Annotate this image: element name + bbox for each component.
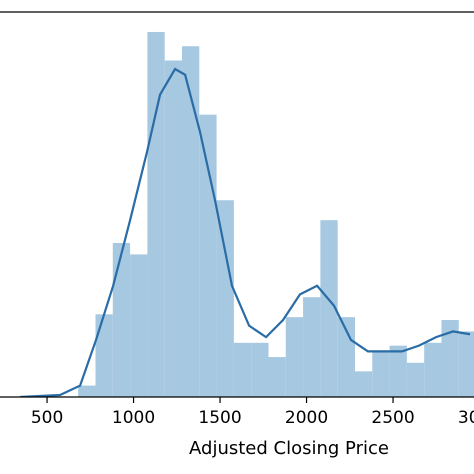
bar: [389, 345, 407, 397]
bar: [303, 297, 321, 397]
x-axis-label: Adjusted Closing Price: [189, 438, 389, 459]
bar: [130, 254, 148, 397]
bar: [199, 114, 217, 397]
bar: [147, 31, 165, 397]
bar: [320, 220, 338, 397]
bar: [406, 362, 425, 397]
bar: [112, 243, 131, 397]
x-tick-label: 1500: [198, 408, 241, 428]
x-tick-label: 2500: [371, 408, 414, 428]
bar: [78, 385, 96, 397]
bar: [424, 342, 442, 397]
x-tick-label: 2000: [285, 408, 328, 428]
x-tick-label: 500: [31, 408, 63, 428]
bar: [458, 331, 474, 397]
x-tick-label: 1000: [112, 408, 155, 428]
bar: [268, 357, 286, 397]
bar: [164, 60, 182, 397]
bar: [95, 314, 113, 397]
kde-line: [20, 67, 471, 397]
bar: [372, 351, 390, 397]
bar: [251, 342, 269, 397]
bar: [233, 342, 252, 397]
bar: [216, 200, 234, 397]
x-tick-label: 3000: [458, 408, 474, 428]
plot-area: [20, 31, 474, 397]
bar: [285, 317, 304, 397]
bar: [441, 320, 459, 397]
bar: [181, 46, 200, 397]
bar: [354, 371, 373, 397]
